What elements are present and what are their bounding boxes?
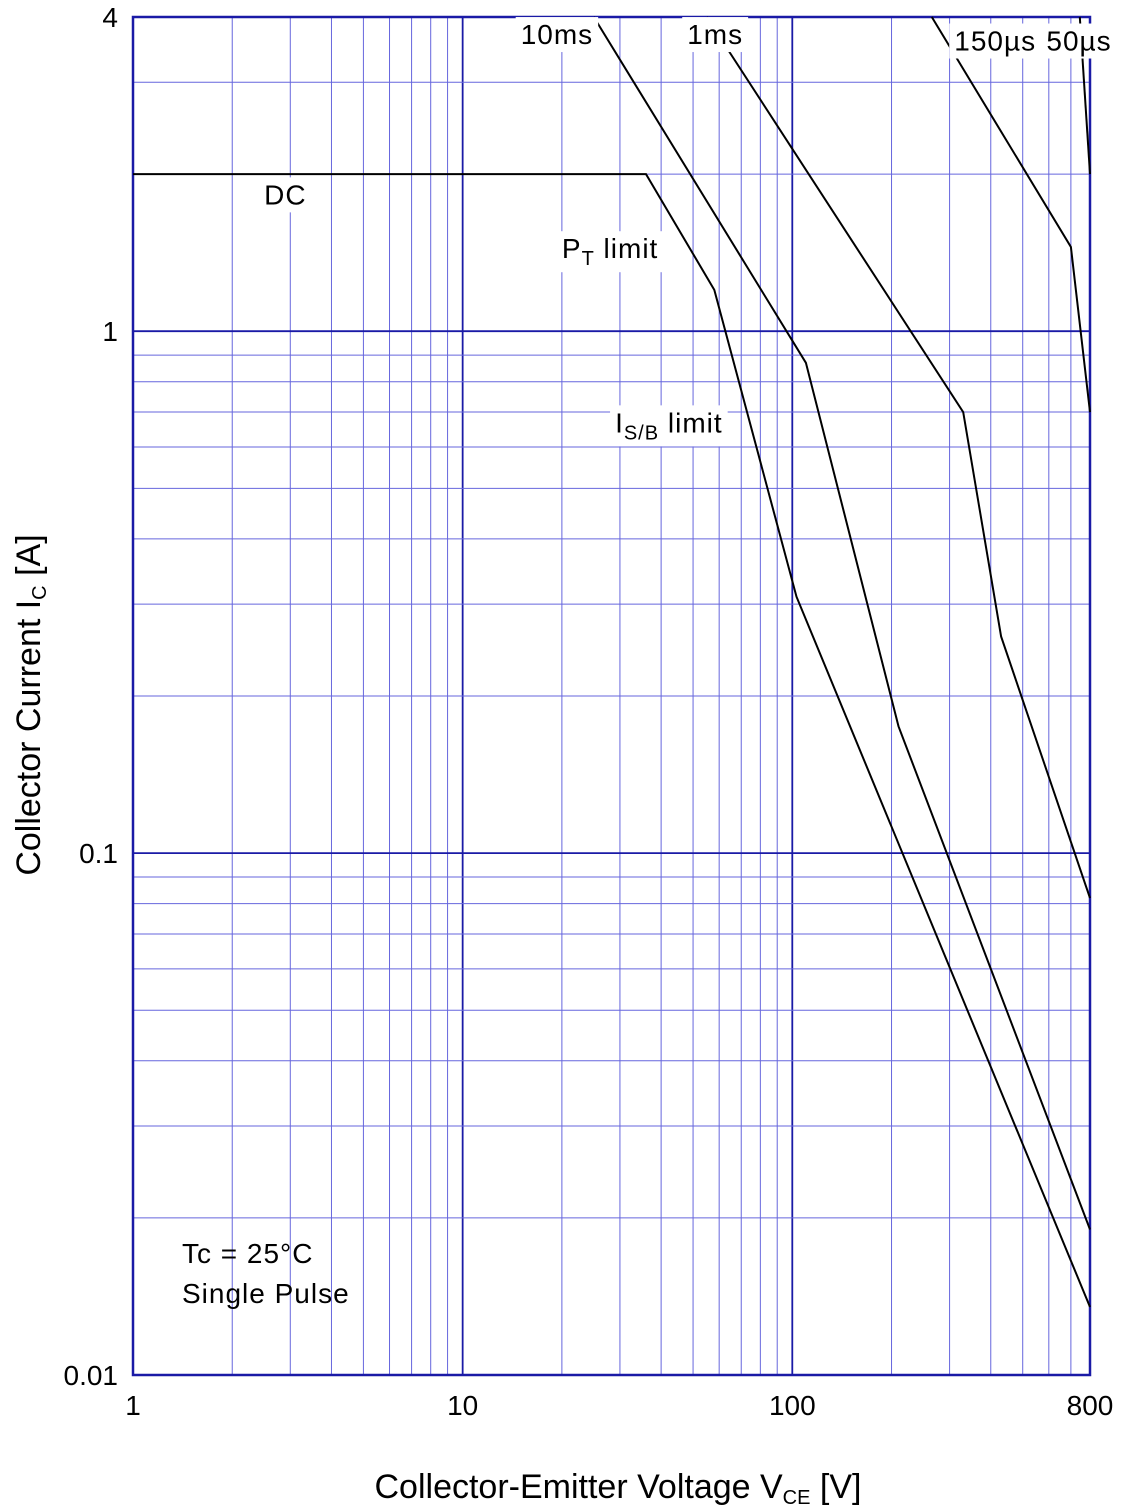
label-dc: DC bbox=[264, 179, 306, 210]
label-1ms-bg bbox=[682, 17, 749, 53]
test-conditions: Tc = 25°C Single Pulse bbox=[182, 1238, 350, 1309]
y-tick-label: 0.01 bbox=[64, 1360, 119, 1391]
y-axis-title: Collector Current IC [A] bbox=[10, 534, 51, 875]
label-50us-bg bbox=[1041, 23, 1117, 59]
series-line-1ms bbox=[705, 16, 1091, 899]
plot-frame bbox=[131, 15, 1092, 1377]
label-10ms-bg bbox=[515, 17, 599, 53]
x-tick-label: 1 bbox=[125, 1390, 141, 1421]
grid bbox=[133, 16, 1090, 1375]
tick-labels: 1 10 100 800 0.01 0.1 1 4 bbox=[64, 2, 1114, 1421]
y-tick-label: 0.1 bbox=[79, 838, 118, 869]
curve-labels: DC 10ms 1ms 150µs 50µs bbox=[259, 17, 1117, 213]
isb-limit-bg bbox=[610, 405, 728, 447]
condition-temperature: Tc = 25°C bbox=[182, 1238, 313, 1269]
isb-limit-label: IS/B limit bbox=[615, 407, 723, 444]
series-line-dc bbox=[133, 173, 1091, 1308]
x-tick-label: 800 bbox=[1067, 1390, 1114, 1421]
series-line-10ms bbox=[592, 16, 1091, 1230]
label-50us: 50µs bbox=[1046, 26, 1111, 57]
label-dc-bg bbox=[259, 177, 312, 213]
condition-pulse: Single Pulse bbox=[182, 1278, 350, 1309]
x-axis-title: Collector-Emitter Voltage VCE [V] bbox=[375, 1468, 862, 1509]
y-tick-label: 1 bbox=[102, 316, 118, 347]
series-line-150s bbox=[930, 16, 1091, 413]
label-1ms: 1ms bbox=[687, 19, 743, 50]
pt-limit-label: PT limit bbox=[562, 233, 658, 270]
x-tick-label: 10 bbox=[447, 1390, 478, 1421]
x-tick-label: 100 bbox=[769, 1390, 816, 1421]
label-10ms: 10ms bbox=[521, 19, 593, 50]
pt-limit-bg bbox=[556, 231, 664, 273]
y-tick-label: 4 bbox=[102, 2, 118, 33]
label-150us: 150µs bbox=[954, 26, 1036, 57]
label-150us-bg bbox=[949, 23, 1042, 59]
